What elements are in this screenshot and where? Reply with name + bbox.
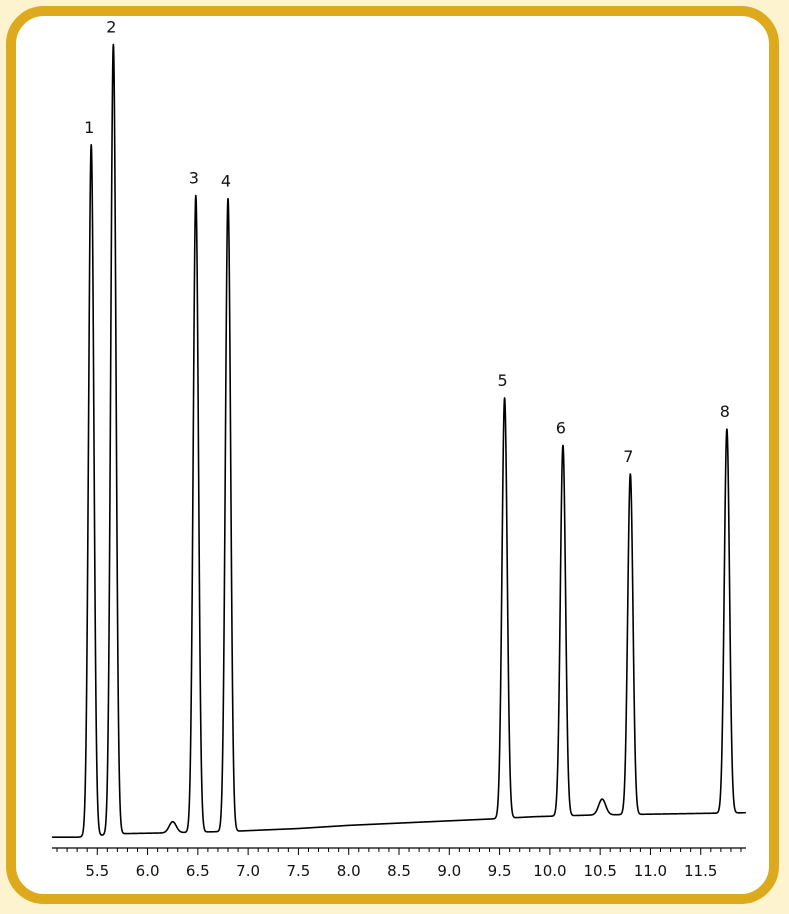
x-tick-label: 11.5 — [684, 862, 717, 880]
peak-label-5: 5 — [498, 371, 508, 390]
peak-label-7: 7 — [623, 447, 633, 466]
x-tick-label: 5.5 — [85, 862, 109, 880]
x-tick-label: 9.0 — [437, 862, 461, 880]
x-tick-label: 6.5 — [186, 862, 210, 880]
peak-label-2: 2 — [106, 17, 116, 36]
peak-label-1: 1 — [84, 118, 94, 137]
x-tick-label: 10.0 — [533, 862, 566, 880]
chromatogram-trace — [51, 43, 747, 839]
x-tick-label: 8.0 — [337, 862, 361, 880]
x-tick-label: 7.0 — [236, 862, 260, 880]
peak-label-3: 3 — [189, 168, 199, 187]
peak-label-8: 8 — [720, 402, 730, 421]
peak-label-6: 6 — [556, 418, 566, 437]
x-tick-label: 10.5 — [583, 862, 616, 880]
chart-frame — [6, 6, 779, 904]
x-tick-label: 8.5 — [387, 862, 411, 880]
peak-label-4: 4 — [221, 172, 231, 191]
x-tick-label: 7.5 — [286, 862, 310, 880]
x-tick-label: 9.5 — [488, 862, 512, 880]
x-tick-label: 11.0 — [634, 862, 667, 880]
x-tick-label: 6.0 — [136, 862, 160, 880]
